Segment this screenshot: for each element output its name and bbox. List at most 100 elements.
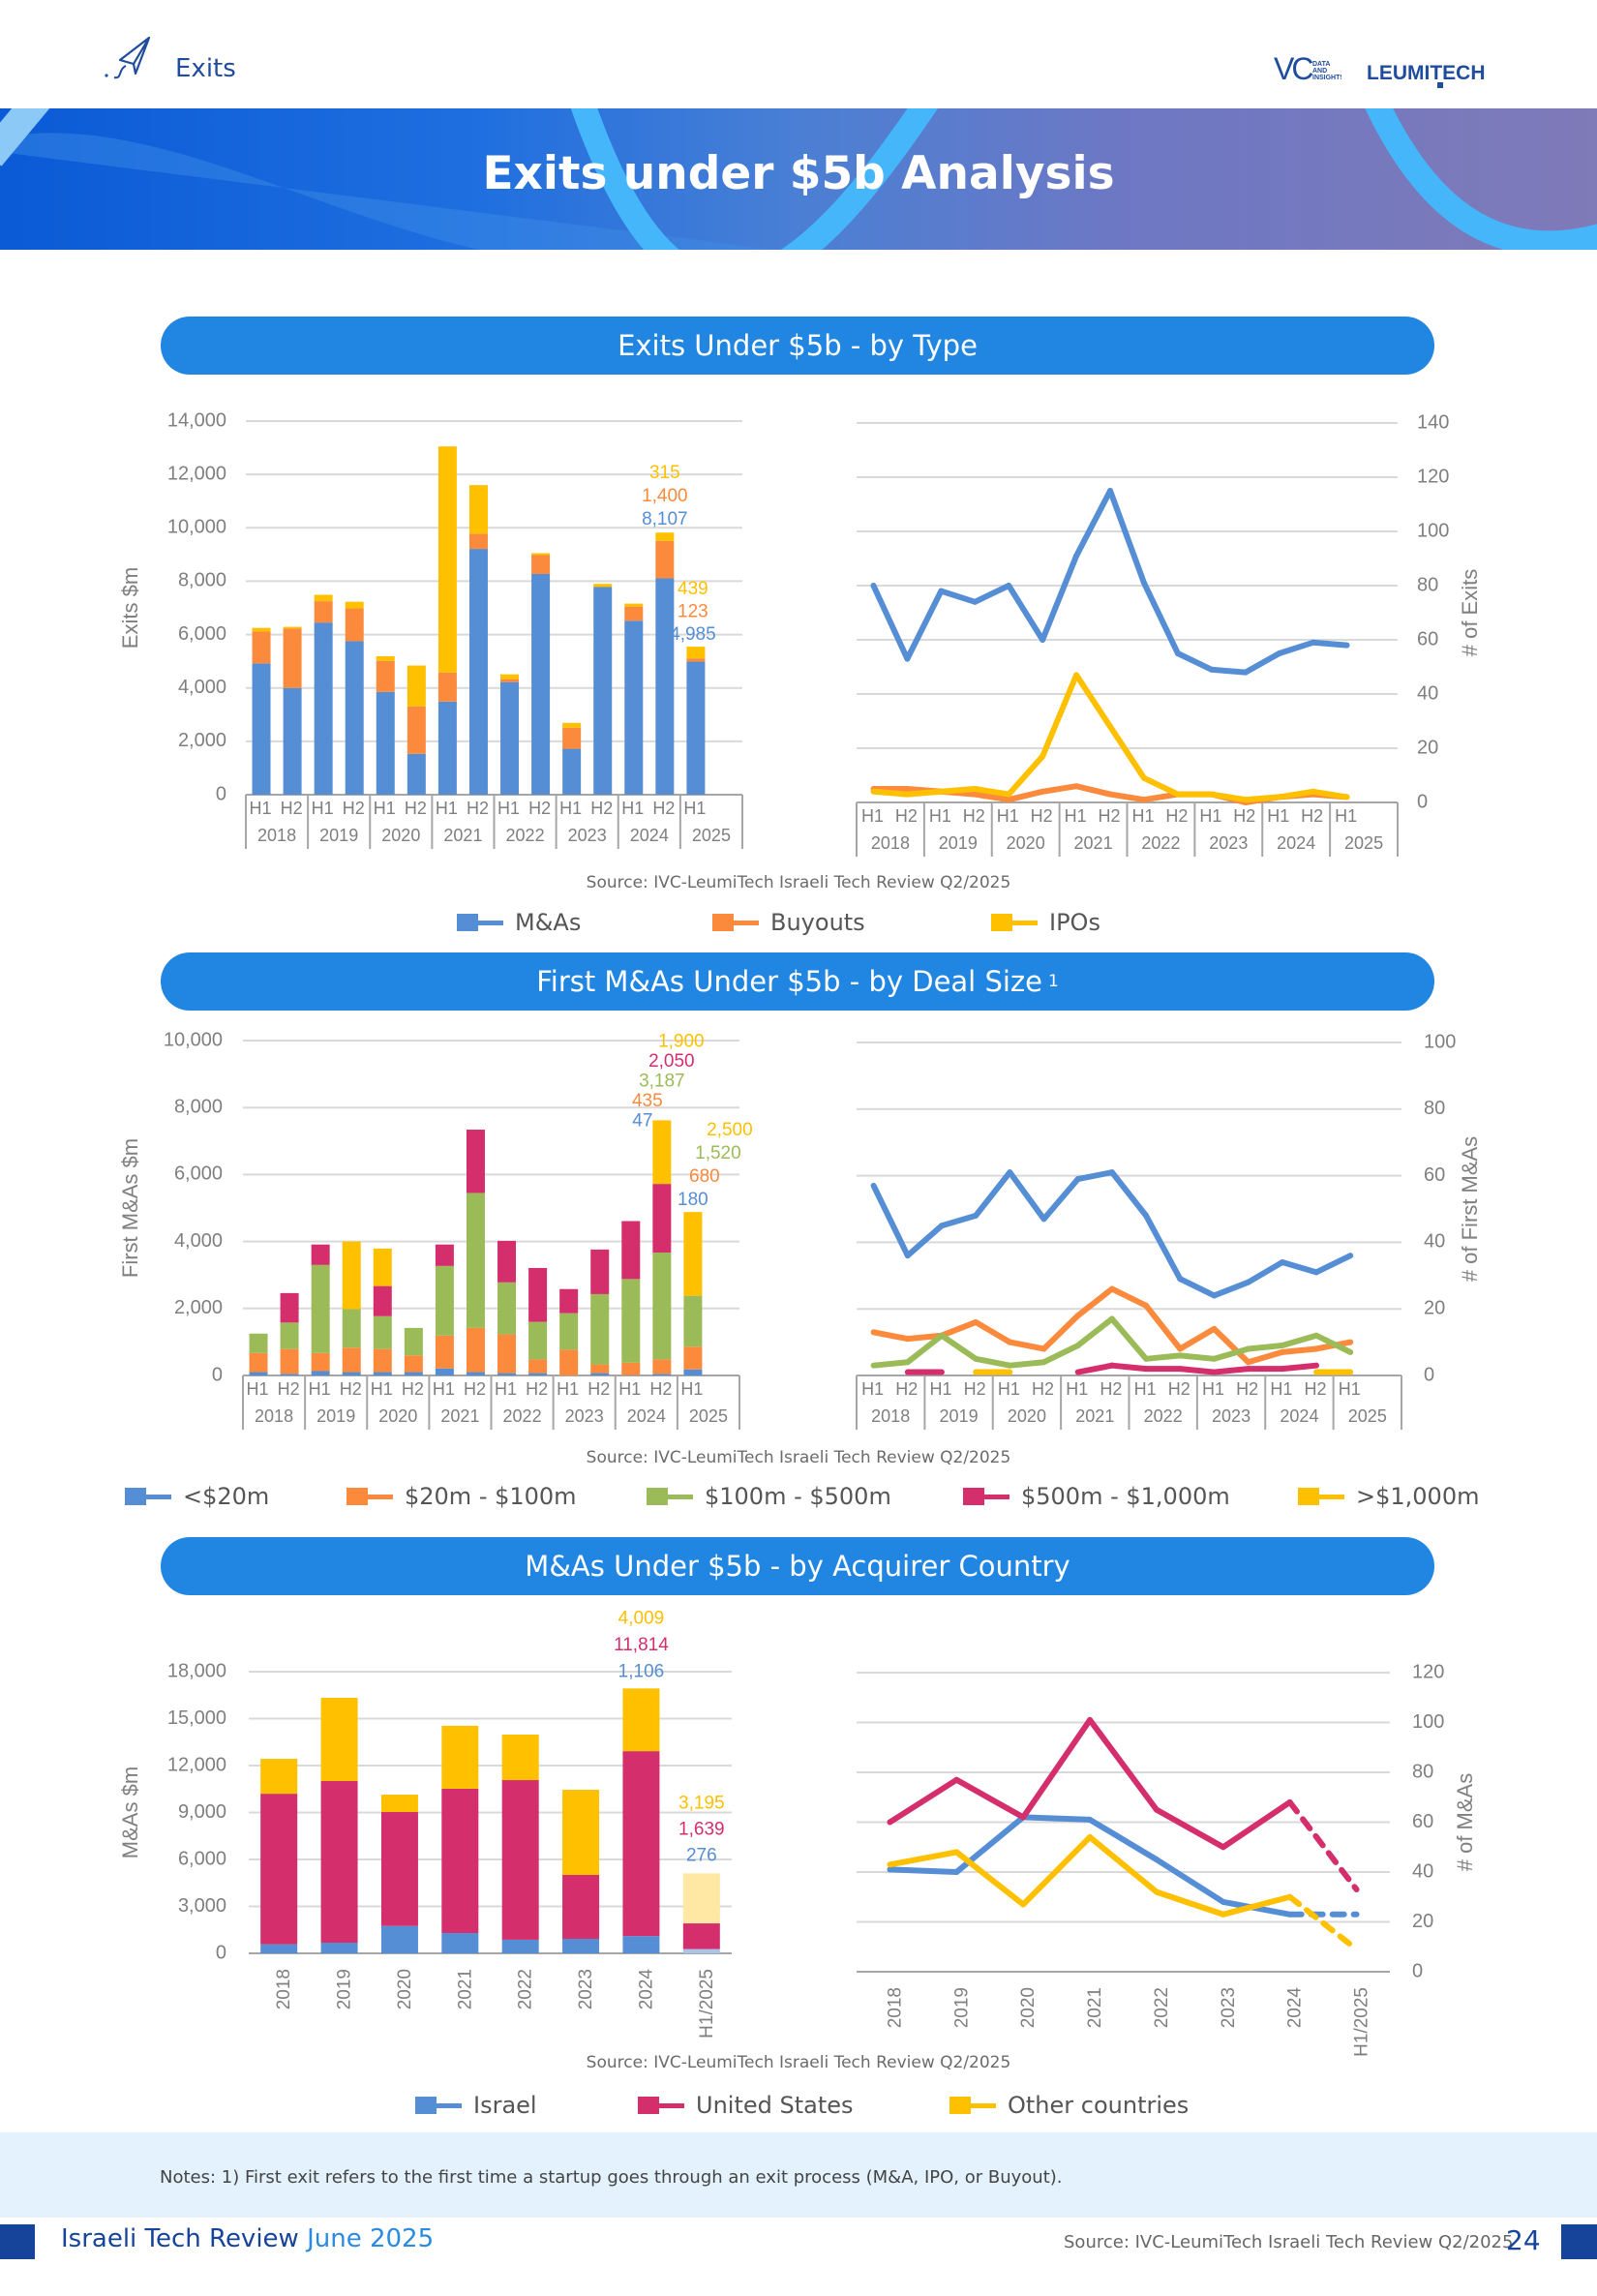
bar-segment — [622, 1751, 660, 1937]
line-segment — [1040, 1313, 1081, 1352]
line-segment — [1286, 1893, 1360, 1952]
bar-segment — [468, 533, 488, 550]
publication-name: Israeli Tech Review — [61, 2224, 299, 2253]
x-tick-year-label: 2025 — [1344, 833, 1383, 853]
bar-segment — [528, 1373, 548, 1375]
x-tick-half-label: H2 — [1301, 806, 1323, 826]
bar-segment — [682, 1873, 720, 1924]
data-label: 4,985 — [670, 624, 716, 645]
x-tick-year-label: 2023 — [565, 1406, 604, 1426]
x-tick-year-label: 2018 — [255, 1406, 293, 1426]
bar-segment — [320, 1781, 358, 1944]
legend-item: $100m - $500m — [647, 1483, 891, 1510]
y-tick-label: 0 — [1412, 1960, 1423, 1981]
bar-segment — [260, 1759, 298, 1795]
x-tick-label: 2021 — [1085, 1987, 1105, 2028]
bar-segment — [345, 601, 364, 609]
bar-segment — [683, 1212, 703, 1296]
legend-item: $500m - $1,000m — [963, 1483, 1230, 1510]
x-tick-half-label: H2 — [405, 799, 427, 818]
bar-segment — [593, 584, 613, 588]
bar-segment — [621, 1221, 641, 1280]
bar-segment — [404, 1327, 423, 1356]
line-segment — [1211, 1366, 1251, 1375]
bar-segment — [380, 1812, 418, 1926]
x-tick-half-label: H2 — [590, 799, 613, 818]
line-segment — [1040, 783, 1080, 795]
line-segment — [1310, 788, 1350, 801]
x-tick-year-label: 2025 — [689, 1406, 728, 1426]
line-segment — [1313, 1332, 1354, 1355]
legend-item: Other countries — [949, 2092, 1189, 2119]
footer-source: Source: IVC-LeumiTech Israeli Tech Revie… — [1064, 2232, 1514, 2252]
paper-plane-icon — [101, 35, 155, 83]
legend-line — [1319, 1494, 1344, 1499]
bar-segment — [501, 1939, 539, 1953]
y-tick-label: 12,000 — [167, 1754, 226, 1775]
data-label: 276 — [686, 1845, 717, 1865]
bar-segment — [252, 627, 271, 632]
x-tick-half-label: H1 — [309, 1379, 331, 1399]
svg-text:VC: VC — [1274, 51, 1312, 86]
x-tick-half-label: H1 — [861, 1379, 884, 1399]
legend-swatch — [963, 1488, 984, 1505]
bar-segment — [320, 1943, 358, 1953]
x-tick-half-label: H1 — [929, 806, 951, 826]
footer-title: Israeli Tech Review June 2025 — [61, 2224, 434, 2253]
line-segment — [1177, 1276, 1218, 1299]
x-tick-half-label: H1 — [1267, 806, 1289, 826]
x-tick-half-label: H2 — [343, 799, 365, 818]
bar-segment — [500, 681, 520, 795]
x-tick-half-label: H2 — [649, 1379, 672, 1399]
bar-segment — [260, 1944, 298, 1953]
line-segment — [1107, 791, 1147, 803]
x-tick-year-label: 2019 — [940, 1406, 979, 1426]
data-label: 3,195 — [678, 1793, 725, 1813]
y-tick-label: 100 — [1412, 1711, 1444, 1733]
bar-segment — [590, 1293, 610, 1365]
y-tick-label: 140 — [1417, 411, 1449, 433]
bar-segment — [683, 1295, 703, 1347]
data-label: 123 — [678, 602, 708, 622]
data-label: 47 — [632, 1110, 652, 1131]
x-tick-label: 2020 — [395, 1969, 415, 2009]
bar-segment — [280, 1374, 299, 1375]
bar-segment — [622, 1688, 660, 1752]
bar-segment — [466, 1193, 485, 1328]
y-tick-label: 0 — [216, 1942, 226, 1963]
legend-label: <$20m — [183, 1483, 270, 1510]
legend-swatch — [712, 914, 734, 931]
line-segment — [904, 788, 945, 798]
x-tick-half-label: H1 — [1065, 806, 1087, 826]
line-segment — [870, 1329, 911, 1343]
x-tick-half-label: H2 — [340, 1379, 362, 1399]
bar-segment — [435, 1244, 454, 1266]
line-segment — [1074, 1169, 1115, 1183]
x-tick-half-label: H2 — [1032, 1379, 1054, 1399]
line-segment — [1108, 1169, 1150, 1219]
bar-segment — [562, 722, 582, 728]
x-tick-year-label: 2024 — [630, 826, 669, 845]
x-tick-half-label: H1 — [998, 1379, 1020, 1399]
page-title: Exits under $5b Analysis — [482, 147, 1115, 200]
x-tick-half-label: H1 — [680, 1379, 703, 1399]
line-segment — [1087, 1716, 1160, 1813]
x-tick-year-label: 2024 — [627, 1406, 666, 1426]
footer-block-right — [1561, 2224, 1597, 2259]
data-label: 435 — [632, 1091, 663, 1111]
y-tick-label: 0 — [1417, 791, 1428, 812]
legend-label: IPOs — [1049, 909, 1100, 936]
x-tick-half-label: H1 — [929, 1379, 951, 1399]
notes-box: Notes: 1) First exit refers to the first… — [0, 2132, 1597, 2218]
line-segment — [1074, 1362, 1115, 1375]
bar-segment — [621, 1279, 641, 1363]
y-tick-label: 4,000 — [174, 1230, 223, 1252]
line-segment — [1007, 1339, 1047, 1352]
bar-segment — [655, 532, 675, 541]
x-tick-year-label: 2018 — [871, 833, 910, 853]
line-segment — [1007, 1359, 1047, 1369]
legend-item: Israel — [415, 2092, 537, 2119]
x-tick-half-label: H2 — [964, 1379, 986, 1399]
y-tick-label: 80 — [1417, 574, 1438, 595]
bar-segment — [373, 1248, 392, 1286]
